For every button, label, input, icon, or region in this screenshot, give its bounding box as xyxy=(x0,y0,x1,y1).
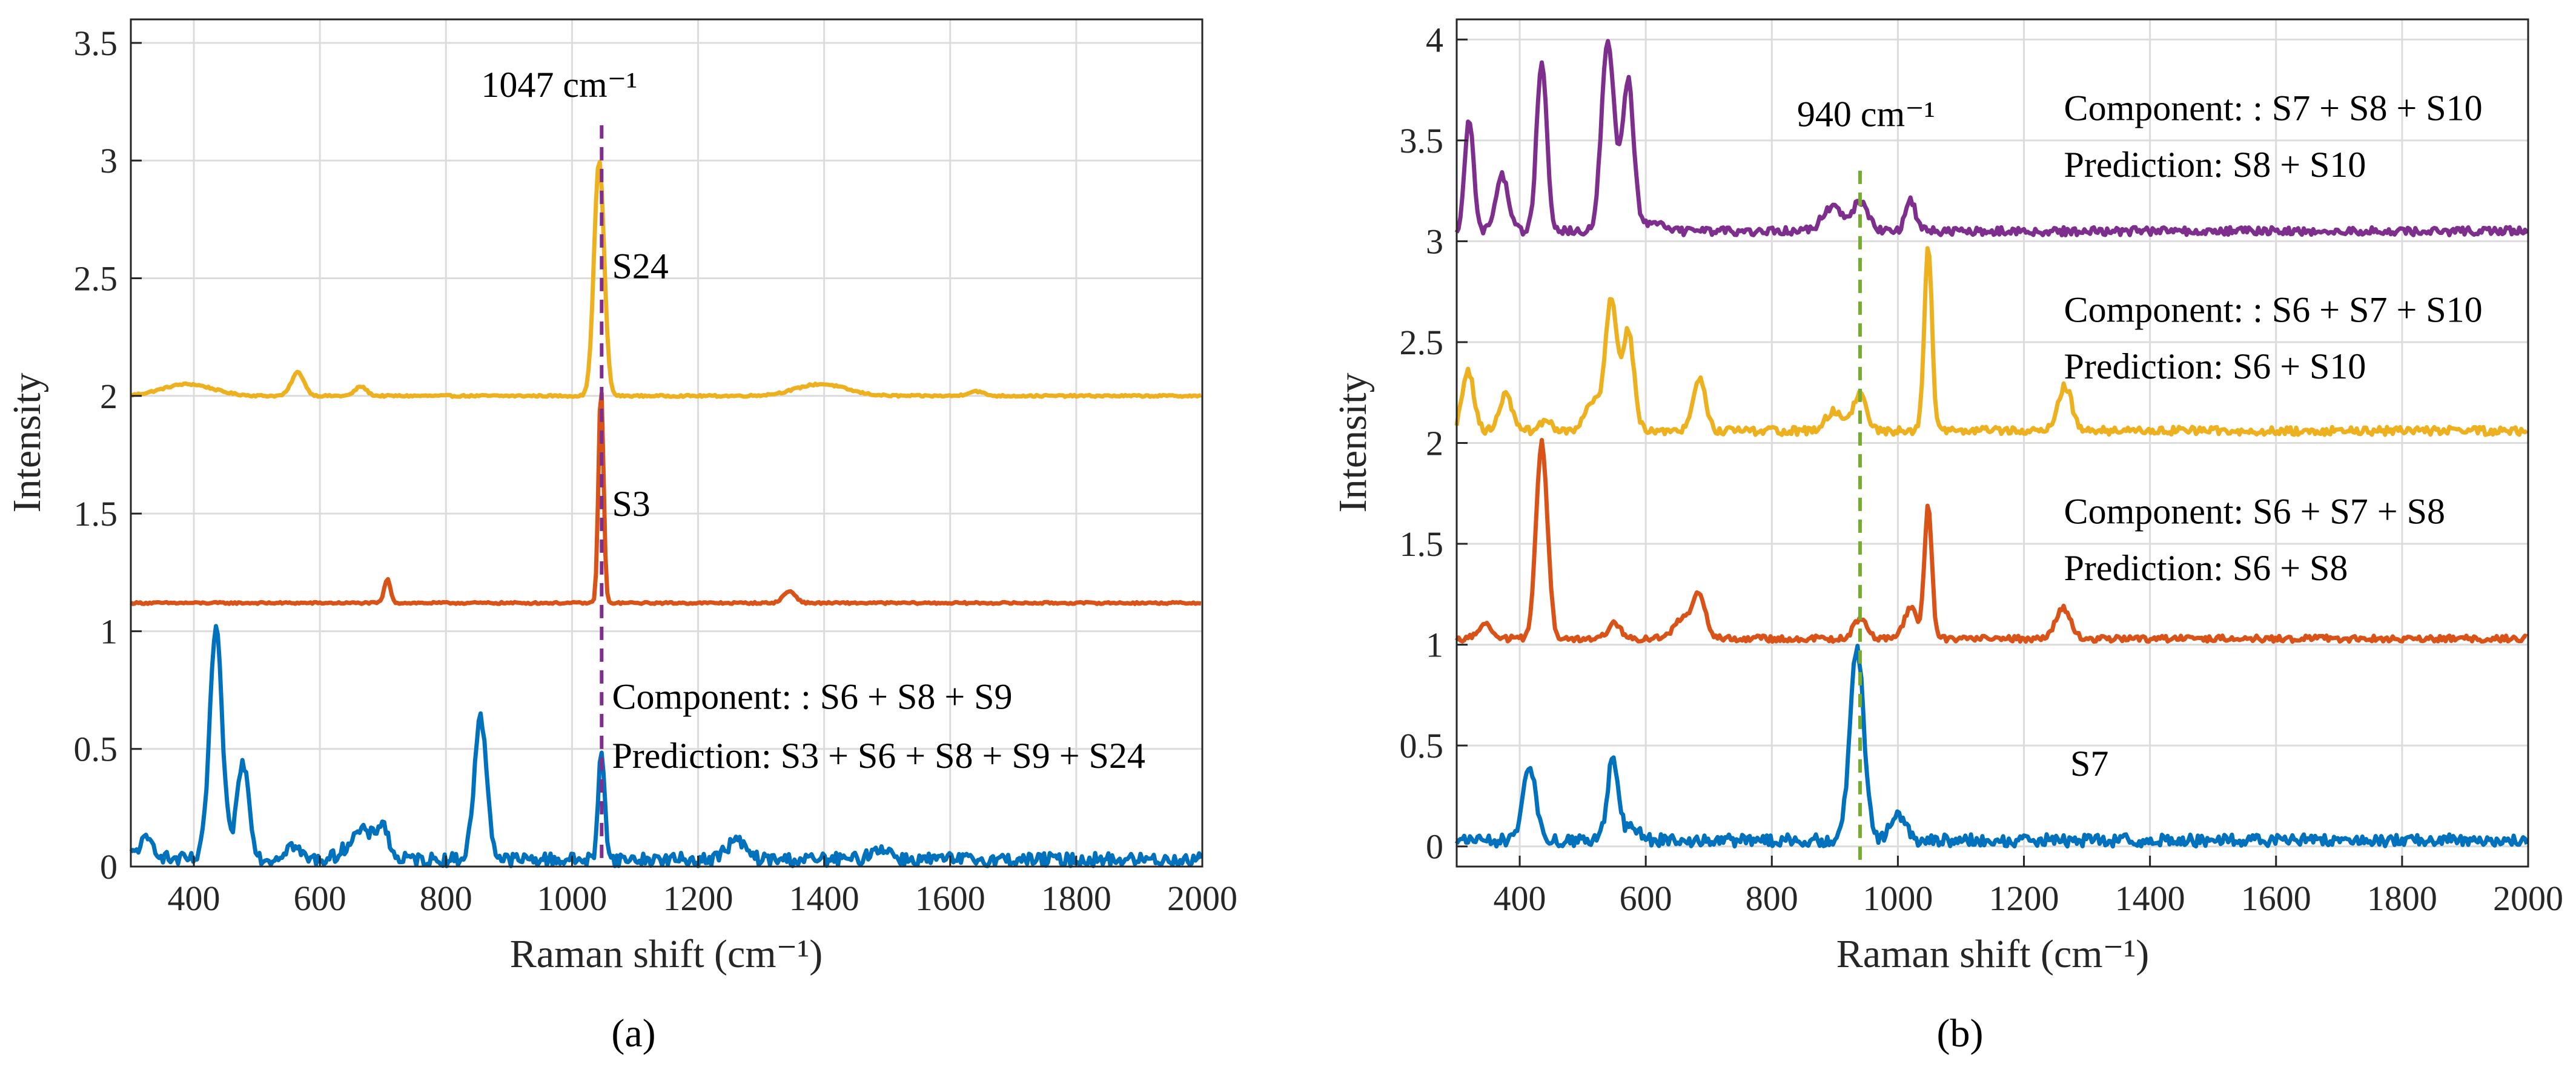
y-tick-label: 1 xyxy=(100,612,118,651)
series-line xyxy=(129,391,1202,606)
x-tick-label: 2000 xyxy=(1167,879,1237,918)
y-tick-label: 3 xyxy=(100,141,118,180)
x-tick-label: 1400 xyxy=(2115,879,2185,918)
x-tick-label: 1000 xyxy=(1862,879,1933,918)
x-tick-label: 600 xyxy=(1620,879,1672,918)
panel-a-label: (a) xyxy=(611,1011,655,1055)
x-tick-label: 1200 xyxy=(663,879,733,918)
annotation-p3: Prediction: S6 + S8 xyxy=(2064,548,2348,588)
panel-b-chart: 400 600 800 1000 1200 1400 1600 1800 2000 0 0.5 1 1… xyxy=(1331,18,2563,1055)
panel-b-series xyxy=(1454,39,2529,849)
annotation-s24: S24 xyxy=(612,246,668,286)
annotation-c2: Component: : S6 + S7 + S10 xyxy=(2064,290,2483,330)
x-tick-label: 1200 xyxy=(1989,879,2059,918)
series-line xyxy=(1454,39,2529,237)
panel-a-annotations: 1047 cm⁻¹ S24 S3 Component: : S6 + S8 + S9 P… xyxy=(481,65,1145,776)
panel-b-label: (b) xyxy=(1937,1011,1984,1055)
panel-a-series xyxy=(129,160,1204,868)
panel-a-xlabel: Raman shift (cm⁻¹) xyxy=(510,932,823,976)
panel-b-grid xyxy=(1457,19,2529,867)
panel-a-y-ticks: 0 0.5 1 1.5 2 2.5 3 3.5 xyxy=(74,24,142,887)
x-tick-label: 1400 xyxy=(789,879,859,918)
x-tick-label: 600 xyxy=(294,879,346,918)
panel-a-chart: 400 600 800 1000 1200 1400 1600 1800 2000 0 0.5 1 1… xyxy=(5,18,1237,1055)
y-tick-label: 3.5 xyxy=(74,24,118,63)
x-tick-label: 1600 xyxy=(915,879,985,918)
annotation-prediction: Prediction: S3 + S6 + S8 + S9 + S24 xyxy=(612,736,1145,776)
x-tick-label: 800 xyxy=(1746,879,1798,918)
panel-b-xlabel: Raman shift (cm⁻¹) xyxy=(1836,932,2150,976)
panel-a-frame xyxy=(130,18,1204,868)
panel-b-annotations: 940 cm⁻¹ Component: : S7 + S8 + S10 Predic… xyxy=(1797,88,2483,784)
y-tick-label: 0.5 xyxy=(1400,726,1444,765)
y-tick-label: 4 xyxy=(1426,20,1443,59)
panel-b-y-ticks: 0 0.5 1 1.5 2 2.5 3 3.5 4 xyxy=(1400,20,1468,867)
series-line xyxy=(129,624,1204,868)
x-tick-label: 1000 xyxy=(537,879,607,918)
y-tick-label: 1.5 xyxy=(74,494,118,534)
series-line xyxy=(1454,246,2529,437)
x-tick-label: 400 xyxy=(168,879,220,918)
annotation-component: Component: : S6 + S8 + S9 xyxy=(612,677,1012,717)
annotation-c1: Component: : S7 + S8 + S10 xyxy=(2064,88,2483,128)
y-tick-label: 0 xyxy=(1426,827,1443,867)
annotation-peak: 1047 cm⁻¹ xyxy=(481,65,637,105)
y-tick-label: 0 xyxy=(100,847,118,887)
x-tick-label: 2000 xyxy=(2493,879,2563,918)
y-tick-label: 1.5 xyxy=(1400,524,1444,564)
annotation-p1: Prediction: S8 + S10 xyxy=(2064,145,2366,185)
series-line xyxy=(1455,438,2528,644)
annotation-p2: Prediction: S6 + S10 xyxy=(2064,346,2366,386)
series-line xyxy=(1454,644,2529,849)
y-tick-label: 0.5 xyxy=(74,730,118,769)
series-line xyxy=(130,160,1202,399)
y-tick-label: 2 xyxy=(100,377,118,416)
annotation-c3: Component: S6 + S7 + S8 xyxy=(2064,492,2445,532)
x-tick-label: 400 xyxy=(1494,879,1546,918)
panel-b-ylabel: Intensity xyxy=(1331,373,1375,513)
annotation-peak: 940 cm⁻¹ xyxy=(1797,94,1935,134)
annotation-s7: S7 xyxy=(2070,744,2108,784)
y-tick-label: 2 xyxy=(1426,424,1443,463)
y-tick-label: 3 xyxy=(1426,222,1443,261)
y-tick-label: 1 xyxy=(1426,626,1443,665)
panel-a-ylabel: Intensity xyxy=(5,373,49,513)
x-tick-label: 1800 xyxy=(2367,879,2437,918)
panel-a-x-ticks: 400 600 800 1000 1200 1400 1600 1800 2000 xyxy=(168,856,1237,918)
panel-b-x-ticks: 400 600 800 1000 1200 1400 1600 1800 2000 xyxy=(1494,856,2563,918)
y-tick-label: 3.5 xyxy=(1400,121,1444,160)
y-tick-label: 2.5 xyxy=(74,259,118,298)
y-tick-label: 2.5 xyxy=(1400,323,1444,362)
x-tick-label: 800 xyxy=(420,879,472,918)
annotation-s3: S3 xyxy=(612,484,650,524)
x-tick-label: 1600 xyxy=(2241,879,2311,918)
x-tick-label: 1800 xyxy=(1041,879,1111,918)
